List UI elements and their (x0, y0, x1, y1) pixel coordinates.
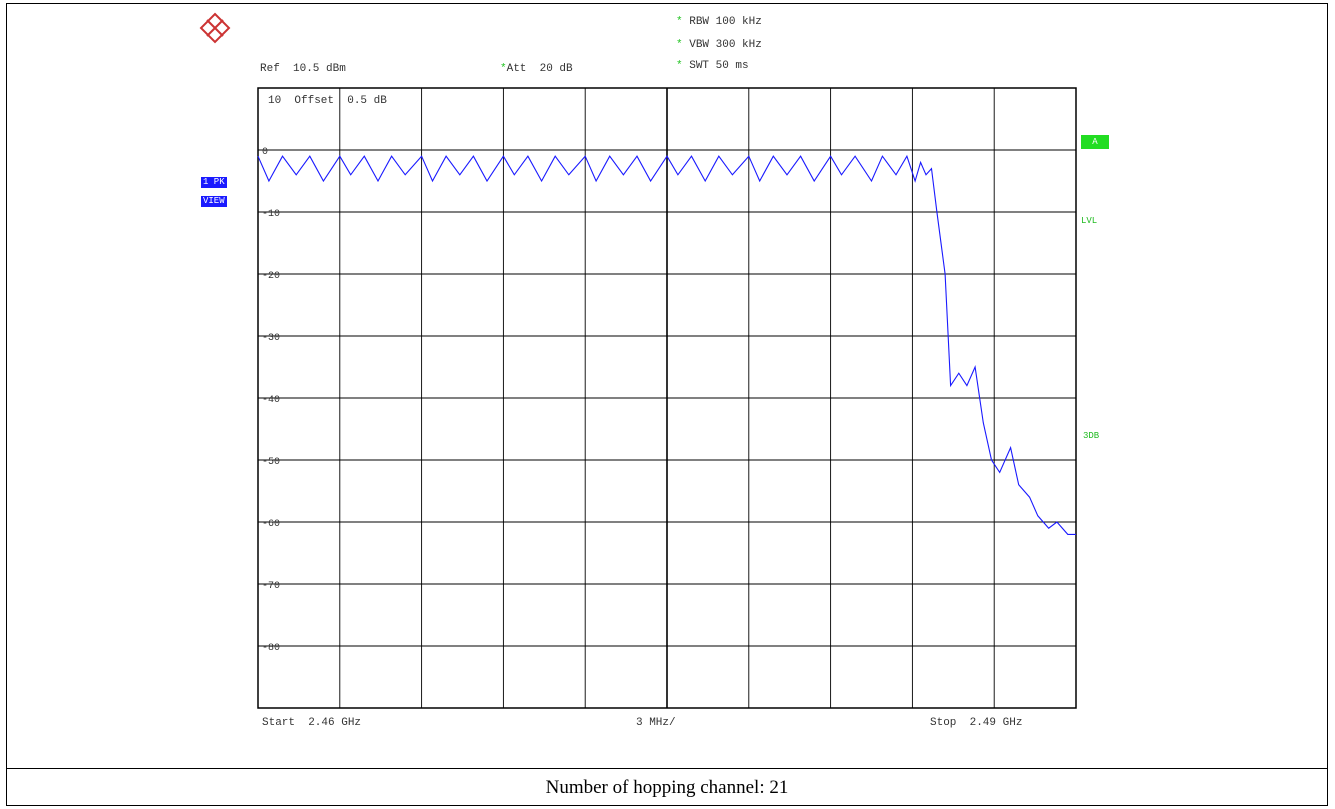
y-tick-label: -30 (262, 333, 280, 344)
spectrum-trace (257, 154, 1076, 535)
att-star: * (500, 63, 507, 75)
stop-frequency: Stop 2.49 GHz (930, 717, 1023, 729)
scale-offset: 10 Offset 0.5 dB (268, 95, 387, 107)
vbw-label: VBW 300 kHz (689, 39, 762, 51)
figure-caption: Number of hopping channel: 21 (545, 777, 789, 798)
swt-label: SWT 50 ms (689, 60, 749, 72)
3db-marker: 3DB (1083, 431, 1100, 441)
y-tick-label: -50 (262, 457, 280, 468)
start-frequency: Start 2.46 GHz (262, 717, 362, 729)
rbw-setting: * RBW 100 kHz (676, 16, 762, 28)
attenuation: *Att 20 dB (500, 63, 573, 75)
span-per-division: 3 MHz/ (636, 717, 676, 729)
rohde-schwarz-logo (199, 12, 231, 44)
y-tick-label: -40 (262, 395, 280, 406)
plot-grid (257, 87, 1077, 709)
vbw-setting: * VBW 300 kHz (676, 39, 762, 51)
trace-tag: 1 PK (201, 177, 227, 188)
vbw-star: * (676, 39, 683, 51)
y-tick-labels: 0 -10 -20 -30 -40 -50 -60 -70 -80 (262, 147, 280, 654)
y-tick-label: -70 (262, 581, 280, 592)
y-tick-label: -80 (262, 643, 280, 654)
y-tick-label: -60 (262, 519, 280, 530)
att-label: Att 20 dB (506, 63, 573, 75)
trace-a-marker: A (1081, 135, 1109, 149)
ref-level: Ref 10.5 dBm (260, 63, 346, 75)
caption-divider (6, 768, 1328, 769)
y-tick-label: 0 (262, 147, 268, 158)
y-tick-label: -20 (262, 271, 280, 282)
rbw-star: * (676, 16, 683, 28)
rbw-label: RBW 100 kHz (689, 16, 762, 28)
figure-frame (6, 3, 1328, 806)
view-tag: VIEW (201, 196, 227, 207)
lvl-marker: LVL (1081, 216, 1098, 226)
swt-star: * (676, 60, 683, 72)
y-tick-label: -10 (262, 209, 280, 220)
swt-setting: * SWT 50 ms (676, 60, 749, 72)
